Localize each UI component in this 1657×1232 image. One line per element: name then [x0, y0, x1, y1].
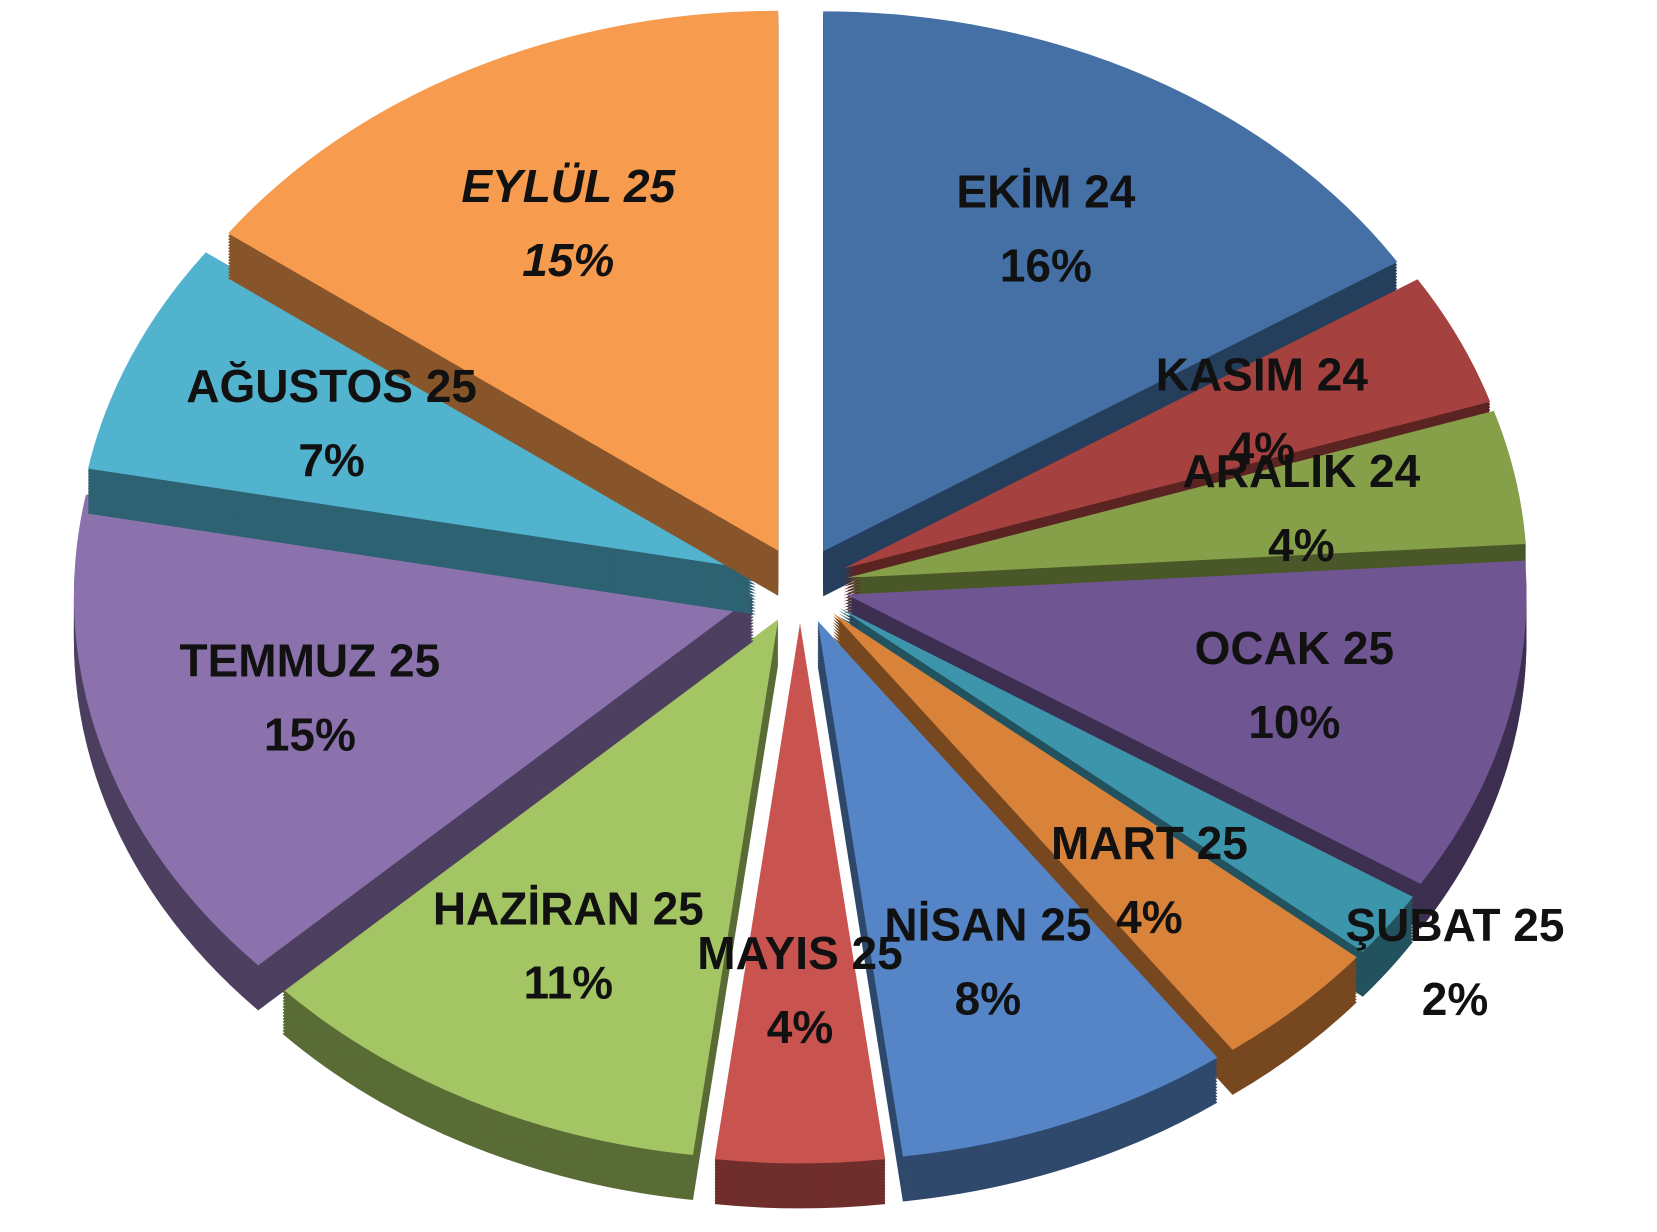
slice-label: ŞUBAT 25: [1345, 899, 1564, 951]
slice-top: [843, 279, 1491, 569]
slice-top: [282, 619, 779, 1155]
slice-top: [228, 10, 779, 551]
slice: [714, 623, 886, 1209]
value-label: 2%: [1422, 973, 1488, 1025]
slice: [832, 612, 1357, 1095]
value-label: 4%: [1116, 891, 1182, 943]
slice-label: OCAK 25: [1195, 622, 1394, 674]
slice-top: [87, 252, 756, 570]
slice-label: HAZİRAN 25: [433, 883, 704, 935]
slice-top: [714, 623, 886, 1164]
slice-top: [73, 494, 754, 966]
slice: [282, 619, 779, 1200]
slice-top: [832, 612, 1357, 1050]
value-label: 11%: [524, 957, 614, 1009]
value-label: 4%: [767, 1001, 833, 1053]
value-label: 10%: [1248, 696, 1340, 748]
slice: [817, 620, 1218, 1202]
slice-label: KASIM 24: [1156, 348, 1369, 400]
slice-top: [817, 620, 1218, 1157]
value-label: 4%: [1268, 519, 1334, 571]
slice: [87, 252, 756, 615]
slice-label: EKİM 24: [956, 166, 1135, 218]
slice-label: EYLÜL 25: [461, 160, 676, 212]
slice-top: [838, 607, 1413, 952]
value-label: 16%: [1000, 240, 1092, 292]
slice-label: TEMMUZ 25: [180, 634, 441, 686]
slice-top: [846, 560, 1527, 884]
slice-label: MAYIS 25: [697, 927, 902, 979]
value-label: 4%: [1229, 422, 1295, 474]
slice: [823, 11, 1398, 597]
slice-top: [823, 11, 1398, 552]
slice: [73, 494, 754, 1011]
slice-label: NİSAN 25: [884, 898, 1091, 950]
slice: [228, 10, 779, 596]
slice-label: MART 25: [1051, 817, 1248, 869]
slice-top: [847, 410, 1526, 578]
value-label: 7%: [298, 434, 364, 486]
value-label: 15%: [264, 708, 356, 760]
slice-label: AĞUSTOS 25: [186, 360, 477, 412]
value-label: 15%: [522, 234, 614, 286]
slice: [846, 560, 1527, 929]
value-label: 8%: [955, 972, 1021, 1024]
slice-label: ARALIK 24: [1183, 445, 1421, 497]
